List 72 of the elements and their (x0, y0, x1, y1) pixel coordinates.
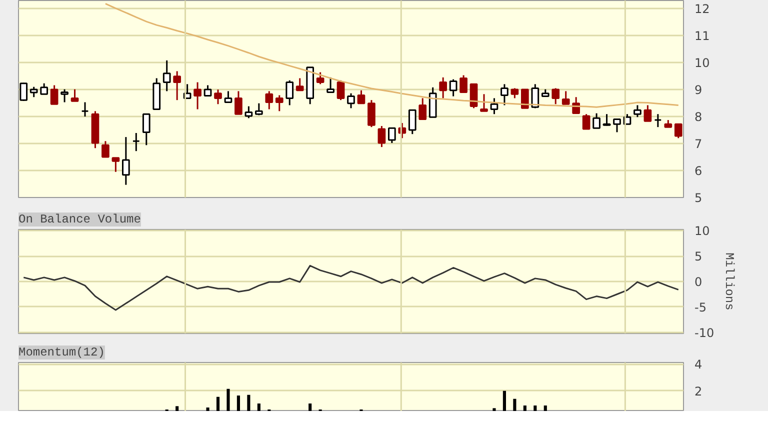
candlestick (204, 84, 212, 97)
candlestick (224, 90, 232, 103)
candlestick (142, 113, 150, 146)
candlestick (102, 140, 110, 158)
candlestick (602, 113, 611, 126)
chart-title: On Balance Volume (18, 212, 141, 226)
candlestick (244, 106, 253, 119)
candlestick (418, 97, 427, 120)
candlestick (70, 88, 79, 102)
candlestick (378, 125, 386, 148)
candlestick (521, 88, 529, 109)
candlestick (634, 104, 642, 118)
y-tick-label: -10 (694, 326, 714, 340)
candlestick (347, 92, 355, 109)
candlestick (460, 74, 468, 94)
candlestick (265, 90, 274, 110)
candlestick (674, 123, 682, 139)
candlestick (173, 70, 181, 101)
candlestick (500, 83, 508, 106)
y-axis-title: Millions (722, 252, 736, 310)
candlestick (40, 82, 48, 95)
y-tick-label: 4 (694, 358, 702, 372)
y-tick-label: 2 (694, 384, 702, 398)
candlestick (162, 60, 171, 92)
candlestick (439, 76, 447, 99)
candlestick (112, 157, 120, 173)
y-tick-label: 6 (694, 164, 702, 178)
chart-title: Momentum(12) (18, 346, 105, 360)
y-tick-label: 10 (694, 224, 710, 238)
y-tick-label: 0 (694, 275, 702, 289)
candlestick (592, 112, 600, 129)
y-tick-label: 5 (694, 191, 702, 205)
candlestick (194, 82, 202, 110)
y-tick-label: 9 (694, 83, 702, 98)
candlestick (326, 76, 334, 94)
candlestick (20, 82, 28, 102)
candlestick (408, 109, 416, 135)
candlestick (132, 132, 140, 152)
candlestick (316, 72, 324, 85)
candlestick (562, 90, 570, 105)
candlestick (644, 104, 652, 122)
y-tick-label: 12 (694, 2, 710, 16)
candlestick (122, 136, 130, 186)
candlestick (50, 84, 58, 105)
candlestick (368, 99, 376, 128)
line-series (22, 264, 680, 311)
candlestick (654, 113, 662, 128)
y-tick-label: 5 (694, 250, 702, 264)
y-tick-label: -5 (694, 300, 706, 314)
candlestick (81, 101, 89, 118)
candlestick (552, 87, 560, 105)
y-tick-label: 11 (694, 29, 710, 44)
candlestick (428, 86, 437, 118)
candlestick (286, 80, 294, 106)
y-tick-label: 10 (694, 56, 710, 70)
candlestick (613, 118, 621, 133)
candlestick (490, 97, 498, 115)
candlestick (480, 93, 488, 112)
candlestick (275, 94, 284, 112)
candlestick (470, 83, 478, 109)
candlestick (510, 87, 519, 99)
candlestick (30, 86, 38, 98)
candlestick (582, 113, 590, 130)
candlestick (234, 90, 242, 115)
candlestick (357, 90, 366, 104)
y-tick-label: 8 (694, 110, 702, 124)
candlestick (296, 77, 304, 92)
candlestick (214, 88, 222, 105)
candlestick (60, 88, 68, 103)
candlestick (449, 78, 458, 98)
y-tick-label: 7 (694, 137, 702, 152)
candlestick (388, 127, 396, 144)
